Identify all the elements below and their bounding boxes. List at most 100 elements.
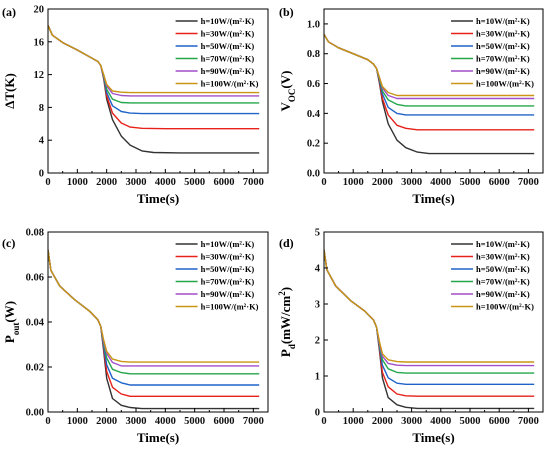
series-line-0 bbox=[324, 33, 535, 155]
legend-entry-5: h=100W/(m²·K) bbox=[476, 79, 534, 89]
y-tick-label: 20 bbox=[34, 5, 45, 16]
plot-frame bbox=[47, 8, 269, 174]
y-tick-label: 0.00 bbox=[26, 408, 44, 419]
y-tick-label: 3 bbox=[315, 300, 320, 311]
x-tick-label: 1000 bbox=[67, 177, 88, 188]
legend-entry-1: h=30W/(m²·K) bbox=[476, 29, 530, 39]
y-axis-title-sup: 2 bbox=[277, 291, 287, 296]
y-axis-title: Pd(mW/cm2) bbox=[277, 287, 297, 357]
legend-entry-5: h=100W/(m²·K) bbox=[201, 79, 259, 89]
x-tick-label: 3000 bbox=[401, 177, 422, 188]
y-tick-label: 5 bbox=[315, 228, 320, 239]
x-tick-label: 2000 bbox=[96, 177, 117, 188]
x-tick-label: 1000 bbox=[67, 416, 88, 427]
legend-entry-3: h=70W/(m²·K) bbox=[201, 277, 255, 287]
legend-entry-4: h=90W/(m²·K) bbox=[201, 289, 255, 299]
chart-panel-c: (c) 0 1000 2000 3000 4000 5000 6000 7000 0.00 0.02… bbox=[2, 228, 269, 445]
y-axis-title-suffix: (mW/cm bbox=[278, 296, 293, 345]
x-tick-label: 6000 bbox=[489, 177, 510, 188]
series-lines bbox=[48, 249, 260, 410]
y-tick-label: 1.0 bbox=[307, 19, 320, 30]
x-tick-label: 7000 bbox=[243, 177, 264, 188]
y-axis-title-sub: OC bbox=[287, 89, 297, 103]
legend-entry-2: h=50W/(m²·K) bbox=[201, 264, 255, 274]
panel-label: (b) bbox=[279, 5, 294, 19]
x-tick-label: 4000 bbox=[155, 416, 176, 427]
y-axis-title-main: P bbox=[2, 335, 17, 343]
y-tick-label: 0.06 bbox=[26, 273, 44, 284]
panel-label: (c) bbox=[2, 236, 15, 250]
y-tick-label: 1 bbox=[315, 372, 320, 383]
x-tick-label: 4000 bbox=[155, 177, 176, 188]
y-tick-label: 16 bbox=[34, 37, 45, 48]
legend-entry-5: h=100W/(m²·K) bbox=[476, 302, 534, 312]
x-tick-label: 0 bbox=[45, 177, 50, 188]
y-tick-label: 4 bbox=[315, 264, 321, 275]
y-tick-label: 0.6 bbox=[307, 79, 320, 90]
legend-entry-3: h=70W/(m²·K) bbox=[476, 277, 530, 287]
y-axis-title: ΔT(K) bbox=[2, 73, 17, 109]
x-tick-label: 0 bbox=[321, 177, 326, 188]
x-axis-title: Time(s) bbox=[412, 191, 454, 206]
x-tick-label: 4000 bbox=[430, 416, 451, 427]
legend-entry-5: h=100W/(m²·K) bbox=[201, 302, 259, 312]
x-tick-label: 0 bbox=[45, 416, 50, 427]
series-lines bbox=[324, 249, 535, 410]
chart-panel-b: (b) 0 1000 2000 3000 4000 5000 6000 7000 0.0 0.2 0.… bbox=[278, 5, 544, 206]
legend-entry-0: h=10W/(m²·K) bbox=[476, 239, 530, 249]
x-tick-label: 6000 bbox=[214, 416, 235, 427]
panel-label: (d) bbox=[279, 236, 294, 250]
y-tick-label: 0.8 bbox=[307, 49, 320, 60]
y-axis-title-main: ΔT(K) bbox=[2, 73, 17, 109]
y-tick-label: 0.08 bbox=[26, 228, 44, 239]
y-tick-label: 0 bbox=[315, 408, 320, 419]
plot-frame bbox=[323, 231, 544, 413]
y-axis-title-suffix: (V) bbox=[278, 71, 293, 89]
y-tick-label: 12 bbox=[34, 70, 45, 81]
series-lines bbox=[48, 25, 260, 154]
x-tick-label: 2000 bbox=[372, 177, 393, 188]
chart-panel-d: (d) 0 1000 2000 3000 4000 5000 6000 7000 0 1 2 3 4 5 Ti… bbox=[277, 228, 544, 445]
legend-entry-4: h=90W/(m²·K) bbox=[476, 289, 530, 299]
legend-entry-1: h=30W/(m²·K) bbox=[201, 252, 255, 262]
y-axis-title-sub: d bbox=[287, 344, 297, 349]
series-line-5 bbox=[48, 25, 260, 94]
x-tick-label: 5000 bbox=[460, 416, 481, 427]
y-axis-title: VOC(V) bbox=[278, 71, 297, 112]
x-tick-label: 5000 bbox=[184, 177, 205, 188]
y-tick-label: 0.02 bbox=[26, 363, 44, 374]
x-tick-label: 1000 bbox=[343, 416, 364, 427]
x-tick-label: 3000 bbox=[126, 177, 147, 188]
x-tick-label: 1000 bbox=[343, 177, 364, 188]
series-line-5 bbox=[48, 249, 260, 363]
legend-entry-3: h=70W/(m²·K) bbox=[476, 54, 530, 64]
y-axis-title: Pout(W) bbox=[2, 301, 21, 343]
y-tick-label: 0.0 bbox=[307, 169, 320, 180]
legend-entry-2: h=50W/(m²·K) bbox=[201, 41, 255, 51]
legend-entry-2: h=50W/(m²·K) bbox=[476, 41, 530, 51]
series-lines bbox=[324, 33, 535, 155]
y-tick-label: 2 bbox=[315, 336, 320, 347]
x-axis-title: Time(s) bbox=[412, 430, 454, 445]
x-tick-label: 6000 bbox=[214, 177, 235, 188]
y-tick-label: 0.4 bbox=[307, 109, 321, 120]
y-axis-title-end: ) bbox=[278, 287, 293, 291]
y-tick-label: 4 bbox=[39, 136, 45, 147]
y-tick-label: 0 bbox=[39, 169, 44, 180]
y-axis-title-suffix: (W) bbox=[2, 301, 17, 323]
x-tick-label: 6000 bbox=[489, 416, 510, 427]
legend-entry-4: h=90W/(m²·K) bbox=[476, 66, 530, 76]
legend-entry-4: h=90W/(m²·K) bbox=[201, 66, 255, 76]
x-tick-label: 3000 bbox=[126, 416, 147, 427]
x-tick-label: 7000 bbox=[518, 177, 539, 188]
x-tick-label: 4000 bbox=[430, 177, 451, 188]
y-tick-label: 0.2 bbox=[307, 139, 320, 150]
legend-entry-0: h=10W/(m²·K) bbox=[476, 16, 530, 26]
legend-entry-0: h=10W/(m²·K) bbox=[201, 239, 255, 249]
y-tick-label: 0.04 bbox=[26, 318, 45, 329]
y-axis-title-sub: out bbox=[11, 323, 21, 336]
legend-entry-2: h=50W/(m²·K) bbox=[476, 264, 530, 274]
x-axis-title: Time(s) bbox=[137, 191, 179, 206]
plot-frame bbox=[323, 8, 544, 174]
